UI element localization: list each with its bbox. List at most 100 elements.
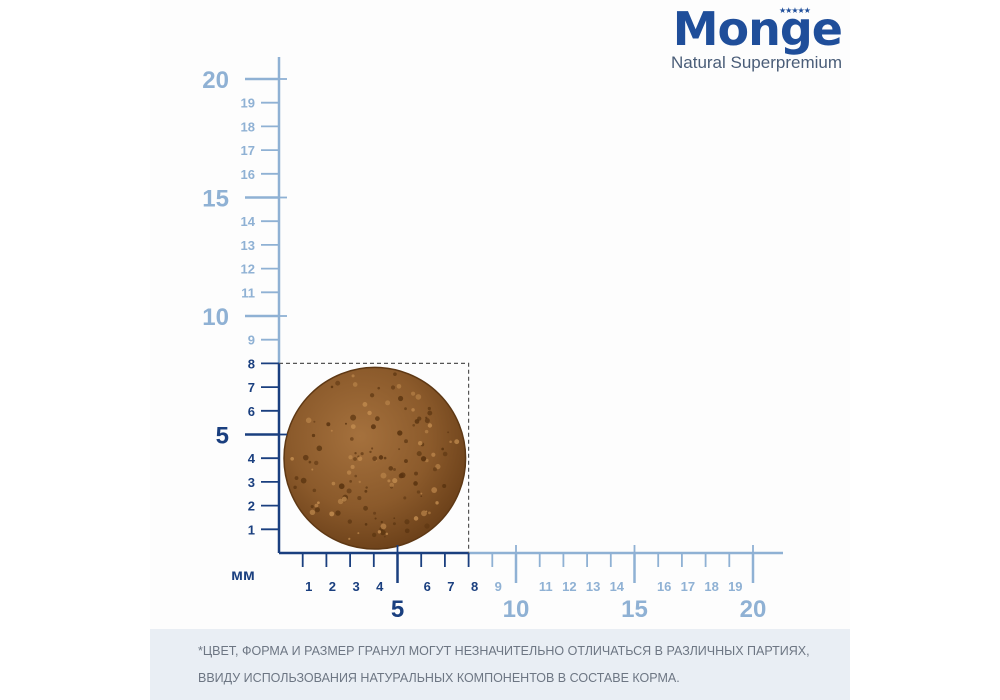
x-tick-label: 16	[657, 579, 671, 594]
x-tick-label: 8	[471, 579, 478, 594]
kibble-texture	[424, 418, 430, 424]
y-tick-label: 7	[248, 380, 255, 395]
kibble-texture	[392, 478, 398, 484]
y-tick-label: 1	[248, 522, 255, 537]
kibble-size-box	[279, 362, 470, 553]
kibble-texture	[346, 488, 352, 494]
kibble-texture	[380, 520, 383, 524]
kibble-texture	[396, 383, 402, 389]
kibble-texture	[338, 483, 345, 490]
kibble-texture	[404, 459, 408, 463]
brand-logo: Monge	[672, 2, 843, 56]
product-panel	[150, 0, 850, 700]
kibble-texture	[312, 488, 317, 493]
disclaimer-line-1: *ЦВЕТ, ФОРМА И РАЗМЕР ГРАНУЛ МОГУТ НЕЗНА…	[198, 644, 810, 658]
x-tick-label: 4	[376, 579, 384, 594]
disclaimer-line-2: ВВИДУ ИСПОЛЬЗОВАНИЯ НАТУРАЛЬНЫХ КОМПОНЕН…	[198, 671, 680, 685]
kibble-texture	[314, 507, 320, 513]
kibble-texture	[364, 489, 368, 493]
x-tick-label: 12	[562, 579, 576, 594]
kibble-texture	[330, 429, 333, 432]
kibble-texture	[380, 472, 387, 479]
x-tick-label: 13	[586, 579, 600, 594]
kibble-texture	[352, 382, 358, 387]
kibble-texture	[358, 480, 361, 484]
kibble-texture	[398, 395, 404, 402]
kibble-texture	[347, 519, 352, 524]
y-tick-label: 4	[248, 451, 256, 466]
kibble-texture	[311, 433, 316, 438]
kibble-texture	[348, 537, 351, 540]
y-tick-label: 2	[248, 499, 255, 514]
y-tick-label: 15	[202, 186, 229, 213]
y-tick-label: 16	[241, 167, 255, 182]
kibble-texture	[357, 456, 363, 462]
kibble-texture	[309, 509, 316, 516]
kibble-texture	[411, 408, 415, 412]
kibble-texture	[290, 456, 294, 461]
x-tick-label: 20	[740, 596, 767, 623]
kibble-texture	[335, 380, 341, 386]
kibble-texture	[313, 420, 316, 423]
kibble-texture	[370, 424, 376, 430]
kibble-texture	[424, 523, 430, 529]
kibble-texture	[311, 468, 314, 471]
kibble-texture	[385, 400, 391, 406]
kibble-texture	[403, 496, 407, 500]
kibble-texture	[300, 477, 307, 484]
kibble-texture	[435, 463, 441, 470]
kibble-texture	[435, 501, 439, 505]
kibble-texture	[302, 454, 309, 461]
y-tick-label: 10	[202, 304, 229, 331]
kibble-texture	[404, 407, 407, 411]
kibble-texture	[369, 393, 375, 398]
kibble-texture	[369, 450, 372, 454]
kibble-texture	[348, 455, 353, 460]
kibble-texture	[416, 490, 421, 494]
kibble-texture	[367, 410, 372, 416]
kibble-texture	[449, 440, 452, 444]
y-tick-label: 12	[241, 262, 255, 277]
kibble-texture	[363, 505, 368, 511]
kibble-texture	[364, 523, 368, 526]
kibble-texture	[420, 495, 423, 497]
kibble-texture	[351, 374, 355, 378]
kibble-texture	[442, 483, 447, 488]
x-tick-label: 19	[728, 579, 742, 594]
kibble-texture	[398, 448, 401, 451]
kibble-texture	[410, 391, 416, 396]
kibble-texture	[413, 516, 419, 521]
kibble-texture	[377, 386, 381, 390]
y-tick-label: 5	[216, 423, 229, 450]
kibble-texture	[388, 466, 394, 471]
kibble-texture	[354, 474, 358, 478]
y-tick-label: 17	[241, 143, 255, 158]
y-tick-label: 6	[248, 404, 255, 419]
x-tick-label: 2	[329, 579, 336, 594]
kibble-texture	[357, 532, 360, 535]
kibble-texture	[294, 476, 299, 480]
kibble-texture	[365, 486, 368, 489]
kibble-texture	[390, 385, 396, 390]
kibble-texture	[442, 451, 448, 457]
y-tick-label: 13	[241, 238, 255, 253]
kibble-texture	[337, 498, 344, 505]
kibble-texture	[404, 519, 410, 525]
kibble-texture	[372, 456, 378, 462]
kibble-texture	[454, 439, 460, 445]
kibble-texture	[427, 423, 433, 428]
x-tick-label: 6	[424, 579, 431, 594]
kibble-texture	[314, 503, 319, 508]
y-tick-label: 9	[248, 333, 255, 348]
x-tick-label: 5	[391, 596, 404, 623]
x-tick-label: 9	[495, 579, 502, 594]
kibble-texture	[316, 445, 323, 452]
kibble-texture	[349, 480, 353, 483]
kibble-texture	[416, 451, 422, 457]
kibble-texture	[428, 511, 431, 515]
x-tick-label: 18	[704, 579, 718, 594]
kibble-texture	[293, 485, 297, 490]
brand-tagline: Natural Superpremium	[670, 53, 842, 72]
kibble-texture	[441, 447, 444, 451]
